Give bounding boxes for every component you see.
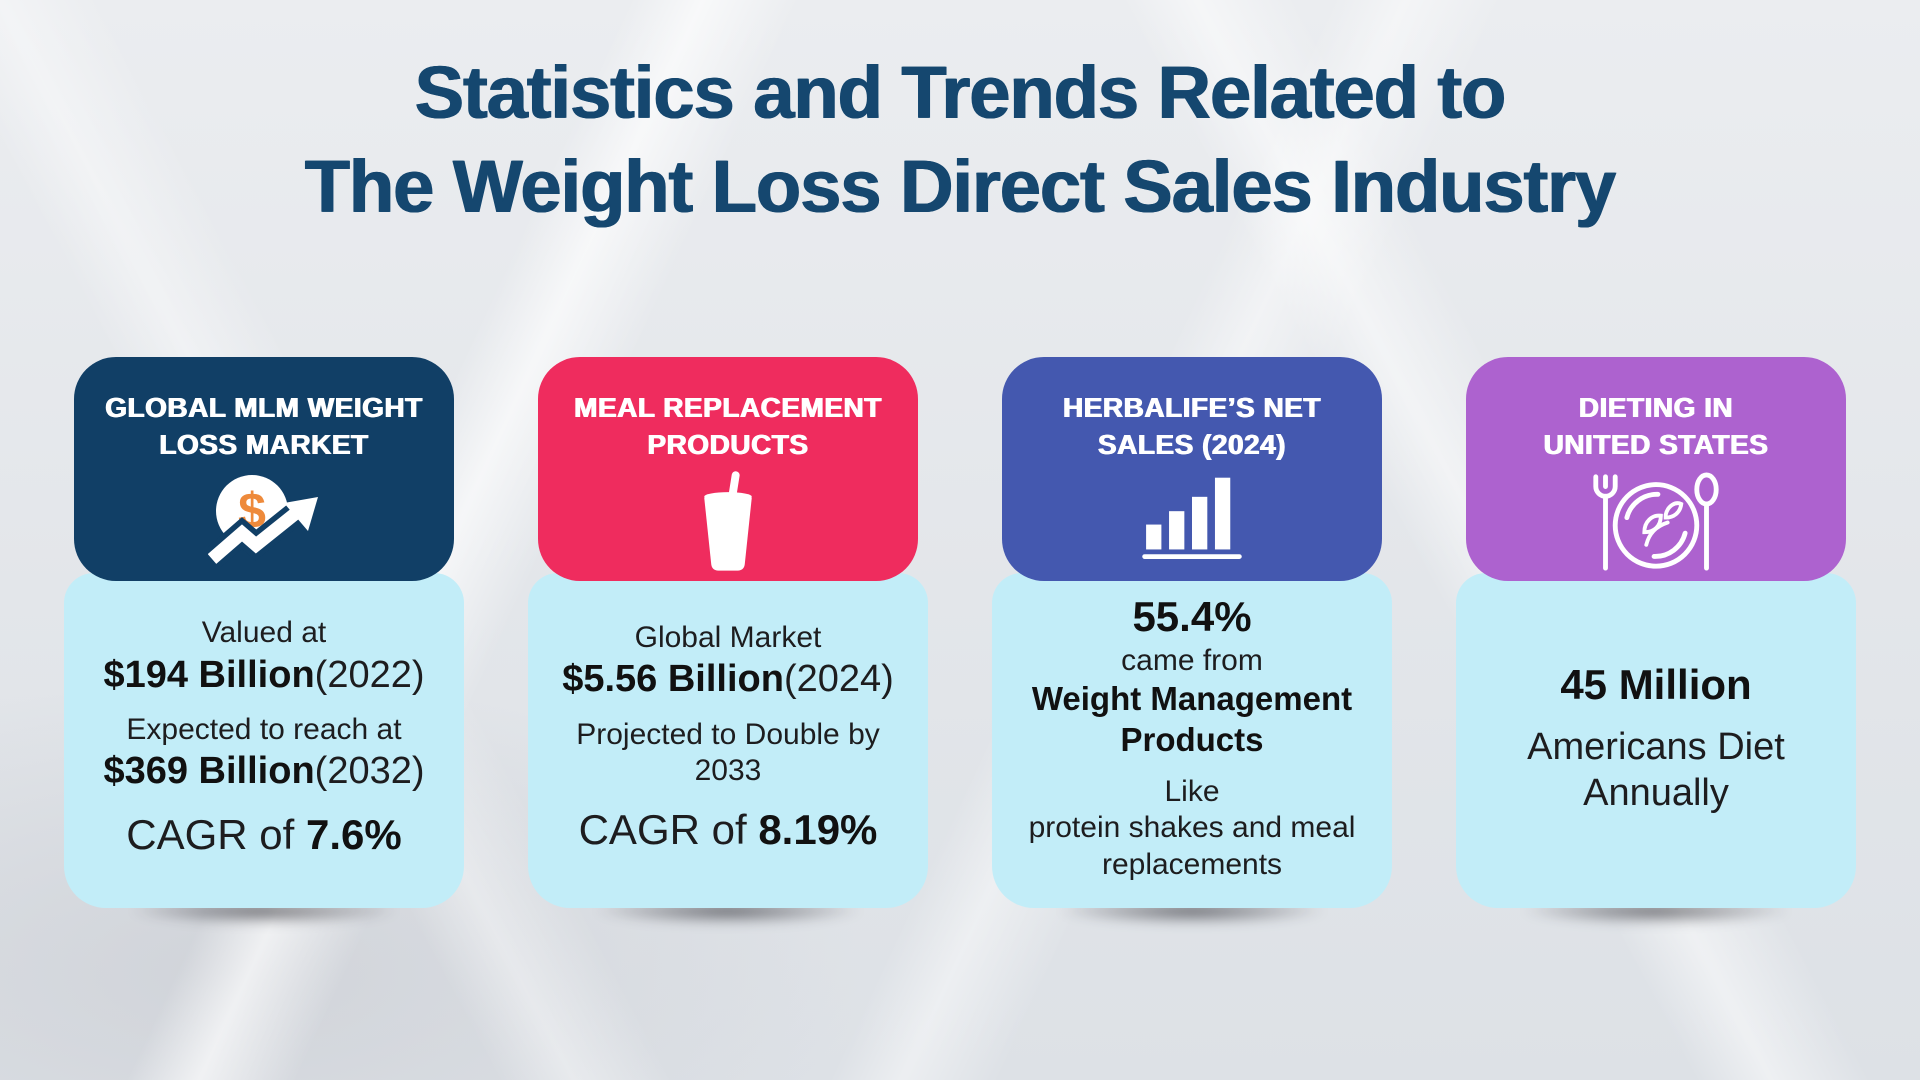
stat-text-segment: Products [1120,720,1264,758]
stat-text-segment: Projected to Double by [576,717,880,751]
card-header-title: MEAL REPLACEMENT PRODUCTS [574,389,882,463]
stat-cards-row: GLOBAL MLM WEIGHT LOSS MARKET $ Valued a… [64,357,1856,908]
stat-text-segment: $5.56 Billion [562,658,784,701]
stat-line: CAGR of 8.19% [579,804,878,855]
stat-line: came from [1121,643,1263,680]
card-header-line2: LOSS MARKET [159,429,369,460]
card-header-line2: UNITED STATES [1543,429,1769,460]
card-herbalife-net-sales: HERBALIFE’S NET SALES (2024) 55.4% came f… [992,357,1392,908]
stat-text-segment: (2032) [314,750,425,793]
stat-text-segment: Valued at [201,615,327,649]
stat-text-segment: Global Market [634,620,822,654]
stat-line: Products [1120,720,1263,760]
stat-line: 2033 [695,753,762,790]
stat-text-segment: replacements [1101,847,1283,881]
stat-text-segment: $194 Billion [103,653,315,696]
card-header-title: DIETING IN UNITED STATES [1544,389,1769,463]
stat-text-segment: 7.6% [305,810,402,858]
stat-line: CAGR of 7.6% [126,809,401,860]
card-header-line1: HERBALIFE’S NET [1063,392,1321,423]
card-meal-replacement-products: MEAL REPLACEMENT PRODUCTS Global Market $… [528,357,928,908]
stat-text-segment: $369 Billion [103,750,315,793]
card-dieting-in-united-states: DIETING IN UNITED STATES [1456,357,1856,908]
card-header-title: HERBALIFE’S NET SALES (2024) [1063,389,1321,463]
stat-line: protein shakes and meal [1029,810,1356,847]
stat-text-segment: Expected to reach at [126,712,402,746]
stat-line: $5.56 Billion(2024) [562,656,894,702]
stat-text-segment: CAGR of [578,805,759,853]
card-body: 55.4% came from Weight Management Products L… [992,573,1392,908]
card-header: HERBALIFE’S NET SALES (2024) [1002,357,1382,581]
stat-text-segment: CAGR of [126,810,306,858]
card-header-line1: GLOBAL MLM WEIGHT [105,392,423,423]
stat-line: replacements [1102,847,1282,884]
stat-text-segment: 2033 [694,754,762,788]
coin-growth-arrow-icon: $ [204,471,320,572]
stat-text-segment: Weight Management [1031,680,1353,718]
card-body: Valued at $194 Billion(2022) Expected to r… [64,573,464,908]
stat-line: 45 Million [1560,659,1751,710]
card-header: GLOBAL MLM WEIGHT LOSS MARKET $ [74,357,454,581]
plate-fork-spoon-icon [1588,471,1724,577]
stat-text-segment: 45 Million [1560,660,1752,708]
stat-line: Like [1164,774,1219,811]
card-body: Global Market $5.56 Billion(2024) Projecte… [528,573,928,908]
stat-line: Global Market [635,620,822,657]
card-global-mlm-weight-loss-market: GLOBAL MLM WEIGHT LOSS MARKET $ Valued a… [64,357,464,908]
stat-line: Weight Management [1032,679,1352,719]
stat-text-segment: Americans Diet [1527,725,1785,768]
stat-text-segment: Like [1164,774,1220,808]
page-title: Statistics and Trends Related to The Wei… [0,0,1920,234]
page-title-line2: The Weight Loss Direct Sales Industry [304,145,1616,228]
stat-line: Expected to reach at [126,712,401,749]
card-header: MEAL REPLACEMENT PRODUCTS [538,357,918,581]
stat-line: 55.4% [1132,591,1251,642]
stat-line: Projected to Double by [576,717,880,754]
stat-line: Americans Diet [1527,724,1785,770]
card-header-line2: SALES (2024) [1097,429,1287,460]
card-body: 45 Million Americans Diet Annually [1456,573,1856,908]
stat-text-segment: 8.19% [758,805,878,853]
stat-line: Annually [1583,770,1729,816]
card-header-line1: DIETING IN [1578,392,1734,423]
shake-glass-icon [697,471,759,580]
stat-line: Valued at [202,615,327,652]
stat-text-segment: 55.4% [1132,593,1252,641]
stat-line: $369 Billion(2032) [103,748,424,794]
stat-text-segment: protein shakes and meal [1028,811,1356,845]
stat-line: $194 Billion(2022) [103,652,424,698]
card-header: DIETING IN UNITED STATES [1466,357,1846,581]
stat-text-segment: came from [1121,643,1263,677]
stat-text-segment: (2022) [314,653,425,696]
page-title-line1: Statistics and Trends Related to [414,51,1507,134]
bar-chart-icon [1142,471,1242,564]
card-header-line2: PRODUCTS [647,429,809,460]
stat-text-segment: (2024) [783,658,894,701]
card-header-line1: MEAL REPLACEMENT [574,392,882,423]
card-header-title: GLOBAL MLM WEIGHT LOSS MARKET [105,389,423,463]
stat-text-segment: Annually [1583,772,1729,815]
